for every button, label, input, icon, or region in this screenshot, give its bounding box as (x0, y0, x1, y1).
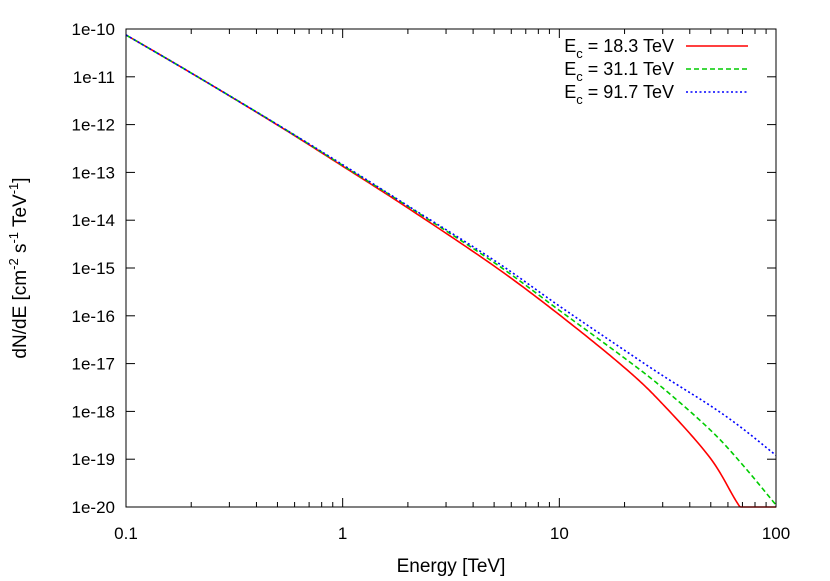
y-axis-title-exp2: -1 (6, 232, 21, 244)
y-axis-title-main: dN/dE [cm (10, 270, 31, 359)
legend-label-rest: = 18.3 TeV (583, 36, 674, 56)
legend-label-base: E (564, 59, 576, 79)
plot-frame (125, 28, 777, 508)
legend-label-sub: c (576, 92, 583, 107)
y-tick-label: 1e-18 (72, 402, 115, 421)
x-axis-title: Energy [TeV] (397, 556, 506, 577)
y-axis-title: dN/dE [cm-2 s-1 TeV-1] (6, 177, 31, 358)
y-tick-label: 1e-10 (72, 20, 115, 39)
legend-label-sub: c (576, 69, 583, 84)
legend-label-rest: = 91.7 TeV (583, 82, 674, 102)
x-tick-label: 1 (338, 524, 347, 543)
y-tick-label: 1e-13 (72, 163, 115, 182)
x-tick-label: 10 (550, 524, 569, 543)
ticks-layer: 0.1 1 10 100 1e-20 1e-19 1e-18 1e-17 1e-16 1e-15 1… (72, 20, 791, 543)
y-tick-label: 1e-12 (72, 116, 115, 135)
series-line-3 (125, 34, 777, 457)
y-tick-label: 1e-20 (72, 498, 115, 517)
legend-label-2: Ec = 31.1 TeV (564, 59, 674, 84)
y-tick-label: 1e-11 (73, 68, 115, 87)
series-line-2 (125, 34, 777, 506)
x-tick-label: 0.1 (114, 524, 138, 543)
y-tick-label: 1e-16 (72, 307, 115, 326)
y-axis-title-unit2: s (10, 244, 31, 259)
legend-label-base: E (564, 36, 576, 56)
legend-label-rest: = 31.1 TeV (583, 59, 674, 79)
x-tick-label: 100 (762, 524, 790, 543)
y-tick-label: 1e-14 (72, 211, 115, 230)
y-axis-title-exp1: -2 (6, 258, 21, 270)
y-tick-label: 1e-19 (72, 450, 115, 469)
y-tick-label: 1e-17 (72, 355, 115, 374)
legend-label-sub: c (576, 46, 583, 61)
y-axis-title-exp3: -1 (6, 183, 21, 195)
y-tick-label: 1e-15 (72, 259, 115, 278)
y-axis-title-close: ] (10, 177, 31, 182)
legend-label-1: Ec = 18.3 TeV (564, 36, 674, 61)
series-layer (125, 34, 777, 508)
legend-label-3: Ec = 91.7 TeV (564, 82, 674, 107)
legend-label-base: E (564, 82, 576, 102)
y-axis-title-unit3: TeV (10, 194, 31, 232)
